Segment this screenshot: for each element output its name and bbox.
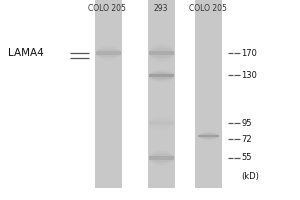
Ellipse shape (198, 132, 219, 140)
Ellipse shape (149, 47, 174, 58)
Ellipse shape (96, 46, 121, 60)
Text: COLO 205: COLO 205 (88, 4, 126, 13)
Text: 293: 293 (154, 4, 168, 13)
Ellipse shape (198, 134, 219, 138)
Ellipse shape (149, 70, 174, 82)
Bar (196, 0, 222, 188)
Bar (149, 74, 174, 77)
Ellipse shape (149, 72, 174, 80)
Text: 170: 170 (241, 48, 257, 58)
Bar (149, 156, 174, 160)
Text: LAMA4: LAMA4 (8, 48, 44, 58)
Ellipse shape (149, 118, 174, 128)
Bar (95, 0, 122, 188)
Text: 130: 130 (241, 71, 257, 79)
Bar (198, 135, 219, 137)
Text: 95: 95 (241, 118, 252, 128)
Bar (149, 51, 174, 55)
Text: COLO 205: COLO 205 (189, 4, 227, 13)
Bar (96, 51, 121, 55)
Ellipse shape (149, 116, 174, 130)
Bar (148, 0, 175, 188)
Ellipse shape (96, 48, 121, 58)
Text: 55: 55 (241, 154, 252, 162)
Ellipse shape (149, 151, 174, 165)
Ellipse shape (149, 44, 174, 62)
Ellipse shape (149, 154, 174, 162)
Text: 72: 72 (241, 134, 252, 144)
Bar (149, 121, 174, 125)
Text: (kD): (kD) (241, 171, 259, 180)
